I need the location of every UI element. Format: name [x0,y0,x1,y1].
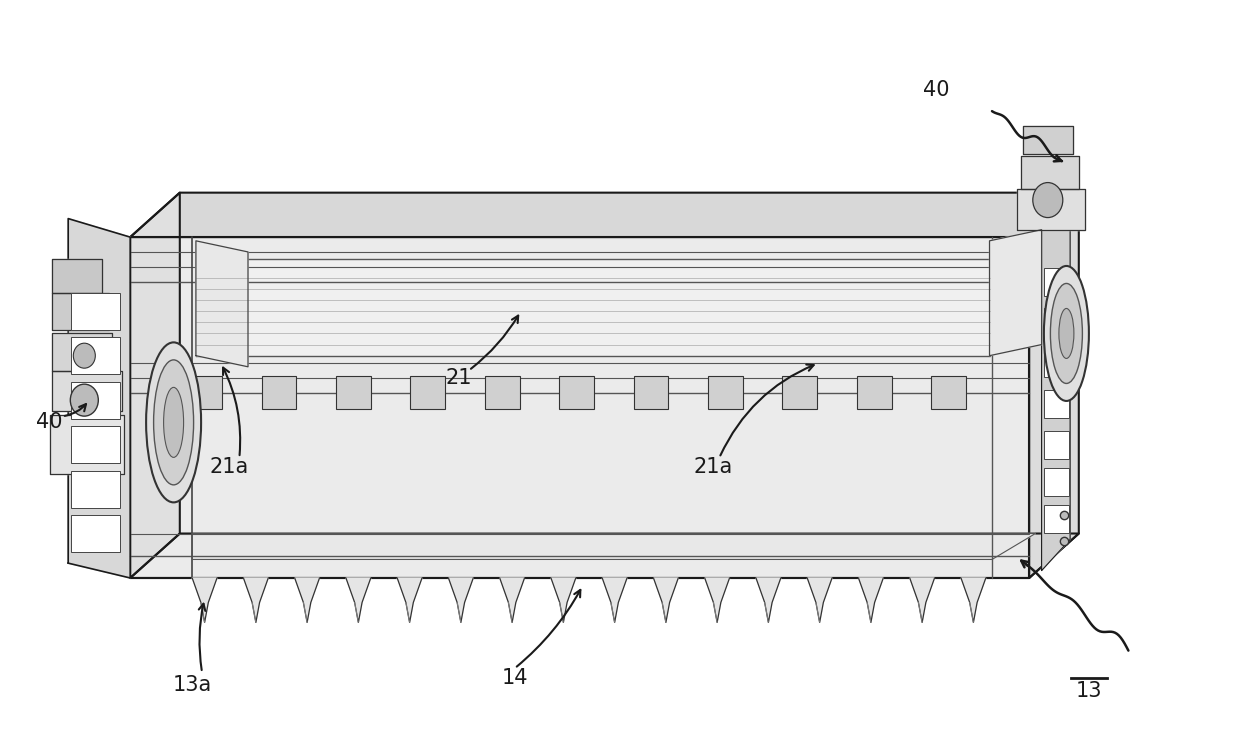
Bar [1044,468,1069,496]
Ellipse shape [154,360,193,485]
Polygon shape [243,578,268,622]
Polygon shape [130,237,1029,578]
Polygon shape [196,241,248,367]
Bar [71,426,120,463]
Bar [336,376,371,409]
Ellipse shape [71,384,98,416]
Bar [71,382,120,419]
Bar [1044,349,1069,377]
Polygon shape [603,578,627,622]
Bar [1044,390,1069,418]
Bar [634,376,668,409]
Ellipse shape [164,388,184,457]
Ellipse shape [73,343,95,368]
Ellipse shape [1059,308,1074,359]
Polygon shape [130,193,180,578]
Polygon shape [807,578,832,622]
Polygon shape [192,534,1035,559]
Polygon shape [52,370,122,411]
Polygon shape [52,259,102,293]
Text: 21a: 21a [693,457,733,476]
Ellipse shape [1044,266,1089,401]
Bar [71,471,120,508]
Bar [485,376,520,409]
Polygon shape [704,578,729,622]
Polygon shape [961,578,986,622]
Text: 40: 40 [923,81,950,100]
Text: 40: 40 [36,413,63,432]
Polygon shape [449,578,474,622]
Bar [1044,431,1069,459]
Polygon shape [990,230,1042,356]
Polygon shape [756,578,781,622]
Polygon shape [1017,189,1085,230]
Polygon shape [1023,126,1073,154]
Bar [559,376,594,409]
Polygon shape [500,578,525,622]
Polygon shape [130,193,1079,237]
Polygon shape [196,259,990,356]
Polygon shape [295,578,320,622]
Text: 13a: 13a [172,676,212,695]
Bar [782,376,817,409]
Ellipse shape [1050,284,1083,383]
Bar [71,515,120,552]
Bar [1044,268,1069,296]
Polygon shape [910,578,935,622]
Text: 13: 13 [1075,681,1102,700]
Polygon shape [1021,156,1079,189]
Bar [708,376,743,409]
Polygon shape [858,578,883,622]
Bar [71,293,120,330]
Bar [931,376,966,409]
Polygon shape [1029,193,1079,578]
Polygon shape [397,578,422,622]
Text: 21: 21 [445,368,472,388]
Polygon shape [551,578,575,622]
Polygon shape [192,578,217,622]
Text: 14: 14 [501,668,528,688]
Polygon shape [52,333,112,370]
Bar [1044,505,1069,533]
Text: 21a: 21a [210,457,249,476]
Bar [1044,308,1069,336]
Bar [71,337,120,374]
Ellipse shape [1033,182,1063,218]
Polygon shape [68,219,130,578]
Polygon shape [130,534,1079,578]
Polygon shape [653,578,678,622]
Polygon shape [52,293,109,330]
Polygon shape [1042,199,1070,571]
Bar [857,376,892,409]
Bar [410,376,445,409]
Ellipse shape [146,342,201,502]
Polygon shape [50,415,124,474]
Polygon shape [346,578,371,622]
Bar [187,376,222,409]
Bar [262,376,296,409]
